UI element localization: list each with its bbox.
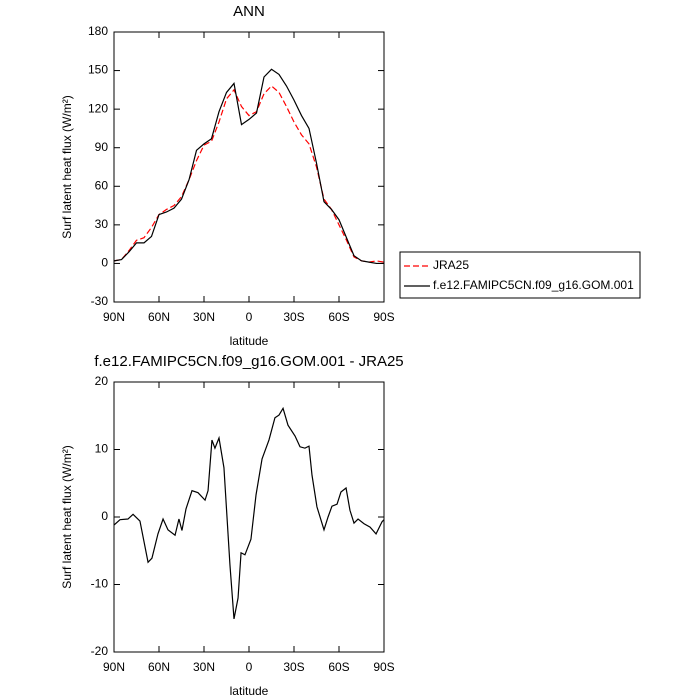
y-tick-label: 0 — [101, 509, 108, 523]
x-axis-label: latitude — [230, 334, 269, 348]
x-tick-label: 90N — [103, 660, 125, 674]
data-line — [113, 85, 385, 263]
x-tick-label: 90S — [373, 660, 394, 674]
y-tick-label: 30 — [95, 217, 109, 231]
data-line — [113, 406, 385, 620]
y-tick-label: -20 — [91, 644, 109, 658]
y-tick-label: 60 — [95, 178, 109, 192]
y-tick-label: 10 — [95, 442, 109, 456]
y-axis-label: Surf latent heat flux (W/m²) — [60, 95, 74, 238]
y-tick-label: 150 — [88, 63, 108, 77]
legend-label: JRA25 — [433, 258, 469, 272]
x-tick-label: 30N — [193, 660, 215, 674]
legend-box — [399, 251, 641, 299]
y-tick-label: -10 — [91, 577, 109, 591]
y-tick-label: 120 — [88, 101, 108, 115]
y-tick-label: 20 — [95, 374, 109, 388]
x-tick-label: 60S — [328, 660, 349, 674]
y-tick-label: 0 — [101, 256, 108, 270]
x-tick-label: 90S — [373, 310, 394, 324]
x-axis-label: latitude — [230, 684, 269, 698]
x-tick-label: 0 — [246, 310, 253, 324]
x-tick-label: 0 — [246, 660, 253, 674]
plot-frame — [113, 381, 385, 653]
chart-title: ANN — [233, 3, 265, 20]
y-axis-label: Surf latent heat flux (W/m²) — [60, 445, 74, 588]
x-tick-label: 60S — [328, 310, 349, 324]
legend-label: f.e12.FAMIPC5CN.f09_g16.GOM.001 — [433, 278, 634, 292]
y-tick-label: 90 — [95, 140, 109, 154]
x-tick-label: 30N — [193, 310, 215, 324]
x-tick-label: 30S — [283, 660, 304, 674]
data-line — [113, 68, 384, 265]
x-tick-label: 60N — [148, 310, 170, 324]
chart-title: f.e12.FAMIPC5CN.f09_g16.GOM.001 - JRA25 — [94, 353, 403, 370]
y-tick-label: -30 — [91, 294, 109, 308]
x-tick-label: 90N — [103, 310, 125, 324]
x-tick-label: 60N — [148, 660, 170, 674]
y-tick-label: 180 — [88, 24, 108, 38]
x-tick-label: 30S — [283, 310, 304, 324]
plot-frame — [113, 31, 385, 303]
